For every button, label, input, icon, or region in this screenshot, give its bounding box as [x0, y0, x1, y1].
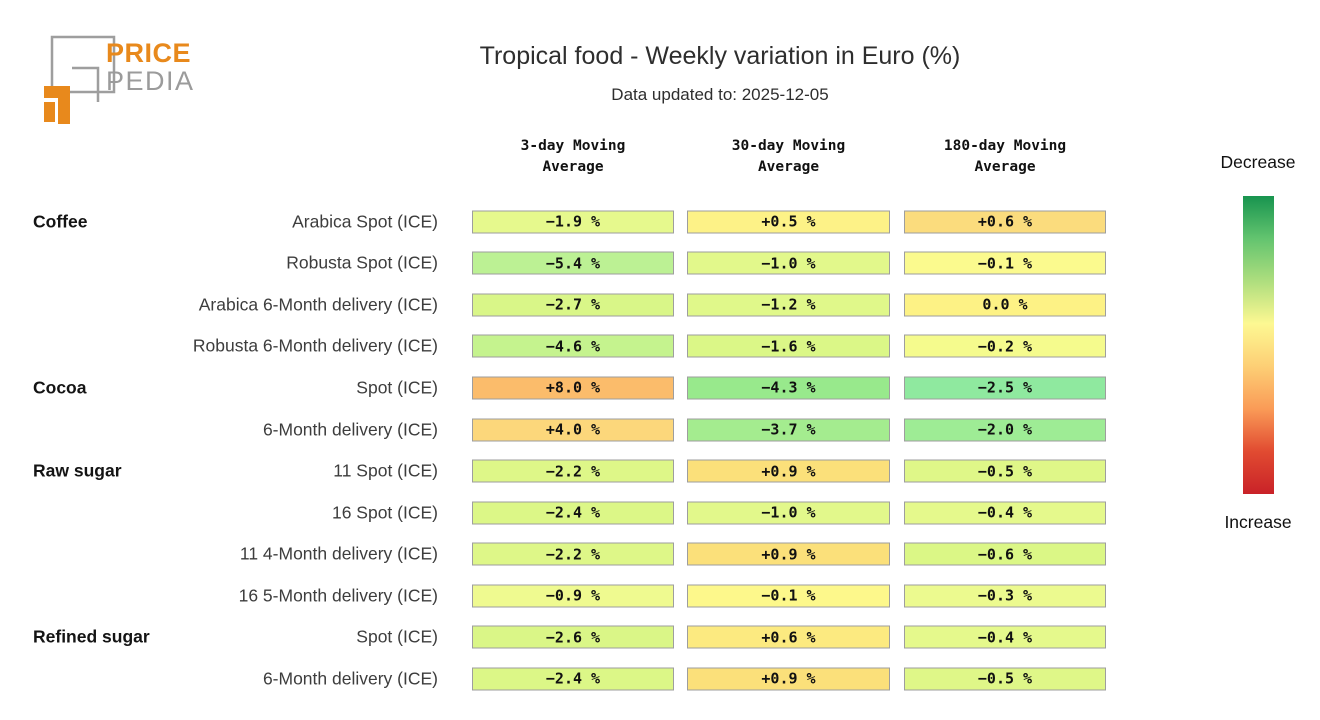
table-row: 16 5-Month delivery (ICE) −0.9 % −0.1 % … — [0, 575, 1320, 617]
heatmap-cell: −0.1 % — [904, 251, 1106, 275]
heatmap-cell: +4.0 % — [472, 418, 674, 441]
table-row: Refined sugar Spot (ICE) −2.6 % +0.6 % −… — [0, 616, 1320, 658]
heatmap-cell: −4.6 % — [472, 334, 674, 358]
row-label: Robusta 6-Month delivery (ICE) — [192, 335, 438, 356]
logo-price-label: PRICE — [106, 38, 192, 68]
heatmap-cell: −0.1 % — [687, 584, 890, 608]
row-label: Spot (ICE) — [356, 377, 438, 398]
heatmap-rows: Coffee Arabica Spot (ICE) −1.9 % +0.5 % … — [0, 201, 1320, 700]
heatmap-cell: −0.5 % — [904, 459, 1106, 483]
heatmap-cell: −4.3 % — [687, 376, 890, 400]
legend-decrease-label: Decrease — [1220, 152, 1296, 172]
pricepedia-logo-icon — [44, 35, 116, 124]
heatmap-cell: +0.9 % — [687, 667, 890, 691]
heatmap-cell: +0.9 % — [687, 459, 890, 483]
heatmap-cell: −2.2 % — [472, 542, 674, 566]
category-label-cocoa: Cocoa — [33, 377, 87, 398]
heatmap-cell: −5.4 % — [472, 251, 674, 275]
heatmap-cell: −0.3 % — [904, 584, 1106, 608]
row-label: 6-Month delivery (ICE) — [262, 419, 438, 439]
table-row: Robusta 6-Month delivery (ICE) −4.6 % −1… — [0, 326, 1320, 368]
table-row: 16 Spot (ICE) −2.4 % −1.0 % −0.4 % — [0, 492, 1320, 534]
heatmap-cell: +0.6 % — [904, 210, 1106, 234]
heatmap-cell: −1.2 % — [687, 293, 890, 317]
heatmap-cell: −2.4 % — [472, 667, 674, 691]
row-label: Robusta Spot (ICE) — [286, 252, 438, 273]
heatmap-cell: −0.2 % — [904, 334, 1106, 358]
heatmap-cell: −1.9 % — [472, 210, 674, 234]
chart-subtitle: Data updated to: 2025-12-05 — [611, 85, 829, 104]
table-row: Coffee Arabica Spot (ICE) −1.9 % +0.5 % … — [0, 201, 1320, 243]
row-label: 6-Month delivery (ICE) — [262, 668, 438, 689]
row-label: Spot (ICE) — [356, 626, 438, 647]
column-header-30day: 30-day Moving Average — [731, 138, 846, 175]
heatmap-cell: −1.0 % — [687, 501, 890, 525]
heatmap-cell: −0.9 % — [472, 584, 674, 608]
legend-increase-label: Increase — [1224, 512, 1292, 532]
heatmap-cell: −0.5 % — [904, 667, 1106, 691]
heatmap-cell: −0.4 % — [904, 501, 1106, 525]
table-row: Robusta Spot (ICE) −5.4 % −1.0 % −0.1 % — [0, 243, 1320, 285]
heatmap-cell: +0.6 % — [687, 625, 890, 649]
table-row: 6-Month delivery (ICE) +4.0 % −3.7 % −2.… — [0, 409, 1320, 451]
category-label-refined-sugar: Refined sugar — [33, 626, 150, 647]
category-label-raw-sugar: Raw sugar — [33, 460, 122, 481]
category-label-coffee: Coffee — [33, 211, 88, 232]
heatmap-cell: −2.7 % — [472, 293, 674, 317]
heatmap-cell: +0.5 % — [687, 210, 890, 234]
heatmap-cell: +0.9 % — [687, 542, 890, 566]
table-row: Arabica 6-Month delivery (ICE) −2.7 % −1… — [0, 284, 1320, 326]
table-row: 6-Month delivery (ICE) −2.4 % +0.9 % −0.… — [0, 658, 1320, 700]
heatmap-cell: −2.6 % — [472, 625, 674, 649]
column-header-3day: 3-day Moving Average — [520, 138, 626, 175]
heatmap-cell: −2.0 % — [904, 418, 1106, 441]
heatmap-cell: −2.4 % — [472, 501, 674, 525]
table-row: Raw sugar 11 Spot (ICE) −2.2 % +0.9 % −0… — [0, 450, 1320, 492]
pricepedia-logo-text: PRICE PEDIA — [106, 40, 195, 95]
row-label: 16 5-Month delivery (ICE) — [238, 585, 438, 606]
heatmap-cell: 0.0 % — [904, 293, 1106, 317]
table-row: 11 4-Month delivery (ICE) −2.2 % +0.9 % … — [0, 533, 1320, 575]
row-label: 11 4-Month delivery (ICE) — [239, 543, 438, 564]
chart-title: Tropical food - Weekly variation in Euro… — [479, 42, 961, 70]
pricepedia-logo: PRICE PEDIA — [42, 34, 195, 124]
table-row: Cocoa Spot (ICE) +8.0 % −4.3 % −2.5 % — [0, 367, 1320, 409]
heatmap-cell: −2.5 % — [904, 376, 1106, 400]
row-label: 16 Spot (ICE) — [331, 502, 438, 523]
heatmap-cell: +8.0 % — [472, 376, 674, 400]
heatmap-cell: −0.4 % — [904, 625, 1106, 649]
column-header-180day: 180-day Moving Average — [943, 138, 1067, 175]
heatmap-cell: −3.7 % — [687, 418, 890, 441]
heatmap-cell: −0.6 % — [904, 542, 1106, 566]
logo-pedia-label: PEDIA — [106, 66, 195, 96]
row-label: 11 Spot (ICE) — [333, 460, 438, 481]
heatmap-cell: −1.6 % — [687, 334, 890, 358]
row-label: Arabica Spot (ICE) — [292, 211, 438, 232]
heatmap-cell: −1.0 % — [687, 251, 890, 275]
legend-gradient-bar — [1243, 196, 1274, 494]
row-label: Arabica 6-Month delivery (ICE) — [198, 294, 438, 315]
heatmap-cell: −2.2 % — [472, 459, 674, 483]
